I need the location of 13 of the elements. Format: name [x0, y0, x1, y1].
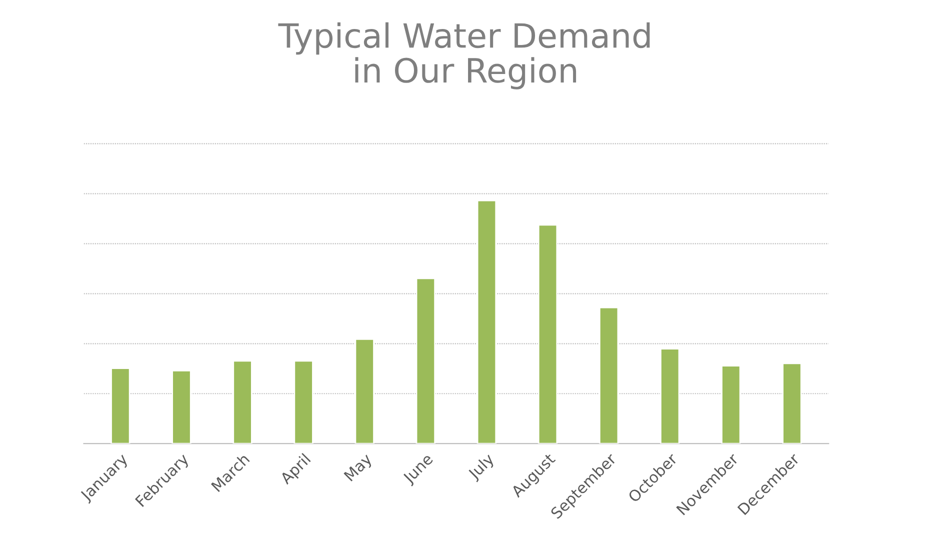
bar [232, 360, 252, 444]
bar [538, 224, 558, 444]
bar [354, 338, 374, 444]
bar [598, 306, 619, 444]
bar [294, 360, 314, 444]
bar [172, 370, 192, 444]
bar [110, 368, 130, 444]
bar [476, 200, 497, 444]
bar [416, 278, 436, 444]
bar [660, 348, 680, 444]
bar [782, 362, 802, 444]
chart-title: Typical Water Demand in Our Region [278, 22, 650, 90]
bar [721, 365, 741, 444]
